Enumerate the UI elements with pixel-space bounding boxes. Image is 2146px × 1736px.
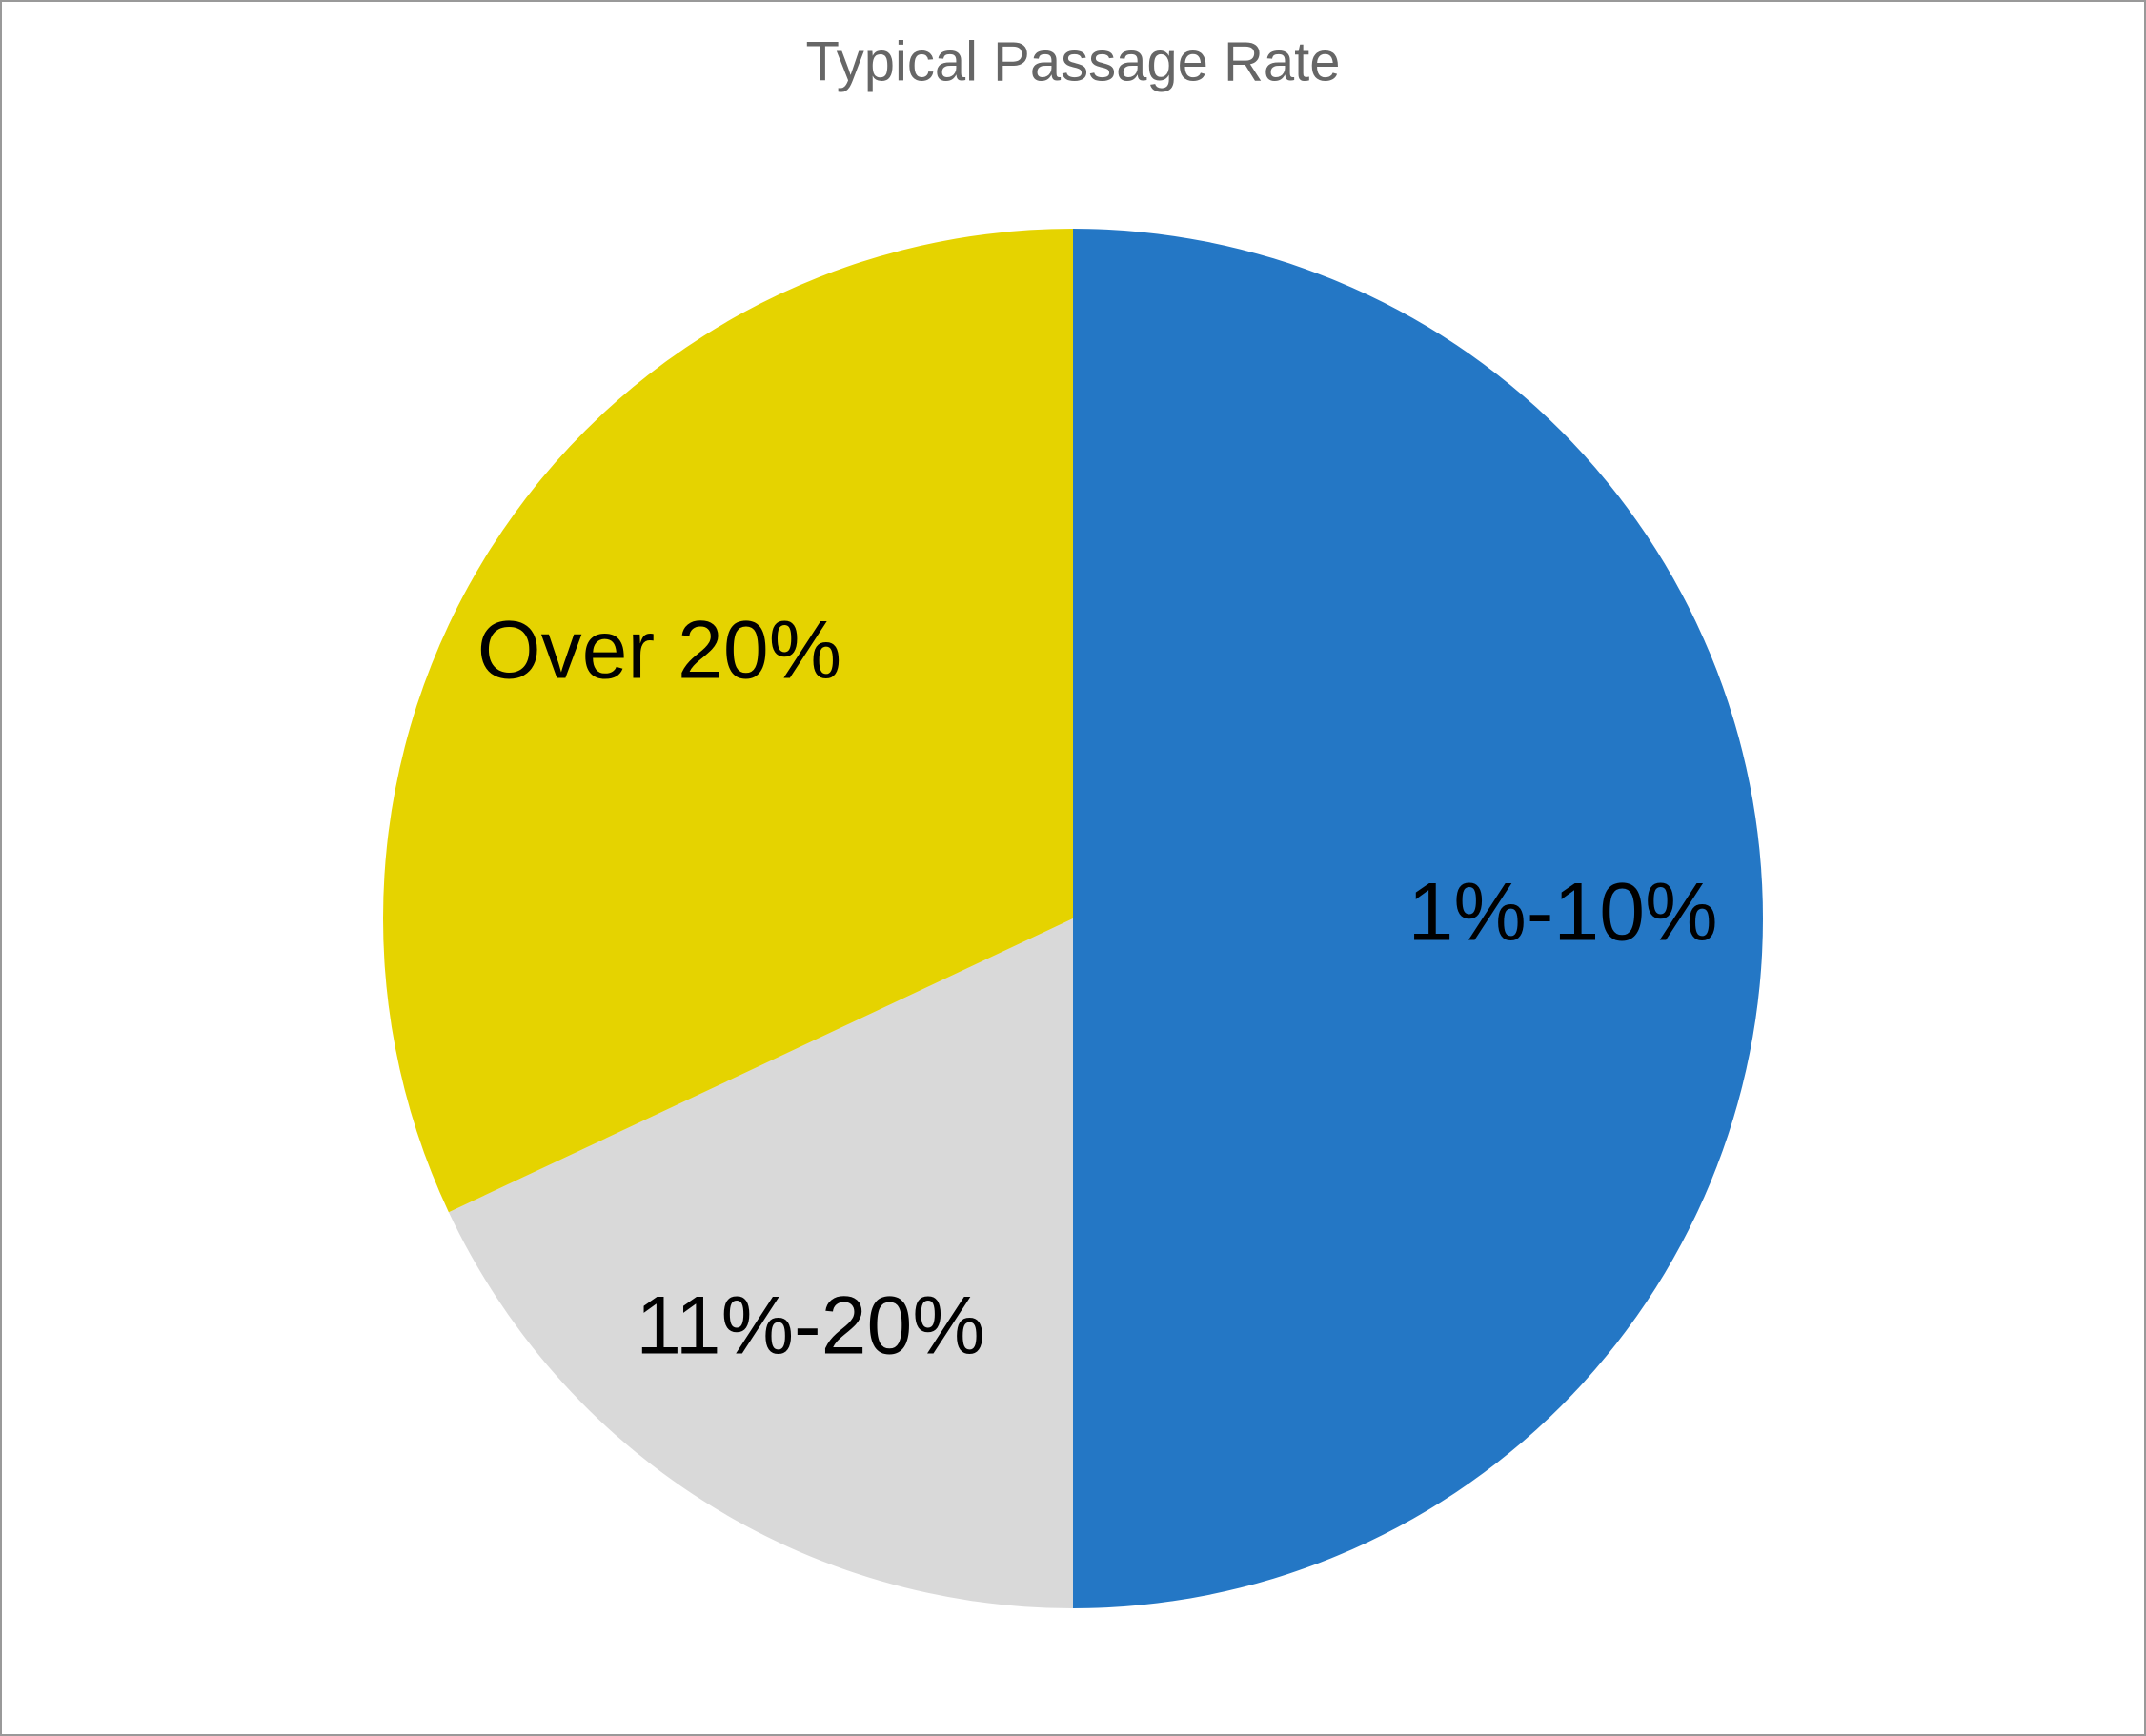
chart-title: Typical Passage Rate xyxy=(806,30,1341,92)
pie-slice xyxy=(382,229,1074,1213)
slice-label: 1%-10% xyxy=(1408,867,1718,959)
slice-label: Over 20% xyxy=(477,604,841,696)
pie-slice xyxy=(448,918,1073,1608)
slice-label: 11%-20% xyxy=(636,1281,985,1372)
pie-slice xyxy=(1073,229,1763,1608)
